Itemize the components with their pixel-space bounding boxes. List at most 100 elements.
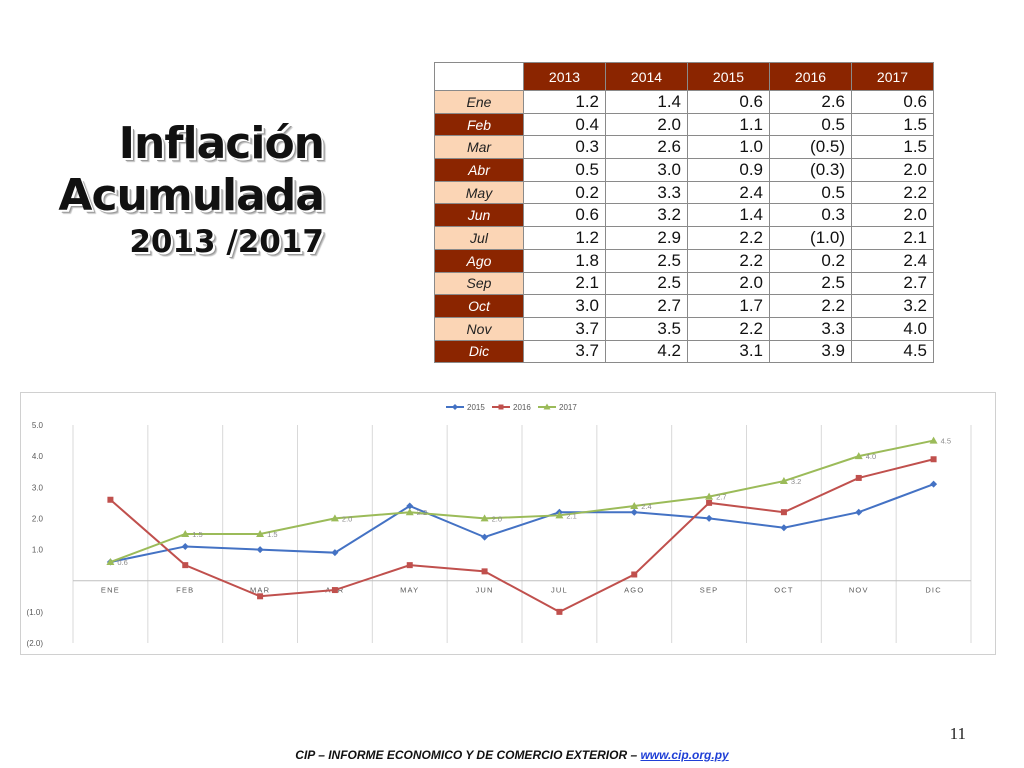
data-point — [706, 499, 713, 506]
value-cell: 2.4 — [851, 248, 934, 273]
data-point — [630, 508, 638, 516]
month-cell: Jun — [434, 203, 524, 228]
value-cell: 0.3 — [769, 203, 852, 228]
value-cell: 2.2 — [687, 248, 770, 273]
footer-link[interactable]: www.cip.org.py — [640, 748, 729, 762]
value-cell: 2.4 — [687, 180, 770, 205]
month-cell: Feb — [434, 112, 524, 137]
month-cell: Ago — [434, 248, 524, 273]
x-tick-label: SEP — [700, 586, 719, 595]
data-point — [855, 508, 863, 516]
value-cell: 0.3 — [523, 135, 606, 160]
series-line-2016 — [109, 458, 934, 613]
year-header: 2014 — [605, 62, 688, 91]
value-cell: 4.5 — [851, 339, 934, 364]
data-point — [480, 514, 489, 522]
value-cell: (0.5) — [769, 135, 852, 160]
y-tick-label: 2.0 — [32, 514, 44, 523]
value-cell: 3.7 — [523, 316, 606, 341]
value-cell: 0.2 — [769, 248, 852, 273]
data-point — [481, 533, 489, 541]
value-cell: 0.5 — [523, 158, 606, 182]
y-tick-label: (2.0) — [27, 639, 44, 648]
value-cell: 0.4 — [523, 112, 606, 137]
value-cell: 2.5 — [769, 271, 852, 296]
title-line-1: Inflación — [118, 118, 325, 169]
month-cell: Ene — [434, 90, 524, 114]
value-cell: 3.7 — [523, 339, 606, 364]
value-cell: 3.9 — [769, 339, 852, 364]
year-header: 2016 — [769, 62, 852, 91]
data-label: 2.4 — [641, 502, 651, 511]
value-cell: 2.0 — [851, 158, 934, 182]
month-cell: May — [434, 180, 524, 205]
title-line-3: 2013 /2017 — [129, 224, 324, 260]
x-tick-label: MAR — [250, 586, 270, 595]
data-point — [930, 480, 938, 488]
data-point — [406, 502, 414, 510]
data-point — [256, 530, 265, 537]
data-point — [182, 562, 189, 569]
data-label: 2.2 — [417, 508, 427, 517]
x-tick-label: MAY — [400, 586, 419, 595]
value-cell: (0.3) — [769, 158, 852, 182]
value-cell: 1.5 — [851, 112, 934, 137]
value-cell: 1.7 — [687, 294, 770, 318]
data-label: 2.0 — [492, 514, 502, 523]
month-cell: Nov — [434, 316, 524, 341]
value-cell: 3.3 — [605, 180, 688, 205]
data-label: 2.7 — [716, 493, 726, 502]
value-cell: 2.0 — [605, 112, 688, 137]
value-cell: 3.5 — [605, 316, 688, 341]
value-cell: 2.6 — [605, 135, 688, 160]
value-cell: 2.2 — [769, 294, 852, 318]
data-label: 2.0 — [342, 514, 352, 523]
data-label: 1.5 — [192, 530, 202, 539]
month-cell: Abr — [434, 158, 524, 182]
value-cell: 0.5 — [769, 112, 852, 137]
table-row: Abr 0.5 3.0 0.9 (0.3) 2.0 — [434, 158, 934, 182]
data-point — [331, 549, 339, 557]
month-cell: Mar — [434, 135, 524, 160]
month-cell: Oct — [434, 294, 524, 318]
y-tick-label: 1.0 — [32, 546, 44, 555]
table-row: Nov 3.7 3.5 2.2 3.3 4.0 — [434, 316, 934, 341]
data-point — [257, 593, 264, 600]
value-cell: 1.0 — [687, 135, 770, 160]
data-point — [106, 558, 115, 566]
data-point — [705, 492, 714, 500]
data-point — [854, 452, 863, 460]
data-point — [181, 542, 189, 550]
legend-marker — [543, 403, 551, 410]
chart-svg: 5.04.03.02.01.0(1.0)(2.0)ENEFEBMARABRMAY… — [27, 403, 972, 648]
value-cell: 2.9 — [605, 226, 688, 250]
table-row: Ene 1.2 1.4 0.6 2.6 0.6 — [434, 90, 934, 114]
value-cell: 3.0 — [605, 158, 688, 182]
value-cell: 1.2 — [523, 226, 606, 250]
month-cell: Dic — [434, 339, 524, 364]
value-cell: 0.2 — [523, 180, 606, 205]
data-point — [556, 608, 563, 615]
value-cell: 0.6 — [523, 203, 606, 228]
data-label: 3.2 — [791, 477, 801, 486]
inflation-line-chart: 5.04.03.02.01.0(1.0)(2.0)ENEFEBMARABRMAY… — [20, 392, 996, 655]
legend-label: 2015 — [467, 403, 485, 412]
x-tick-label: JUL — [551, 586, 568, 595]
series-line-2015 — [110, 483, 934, 564]
table-row: Dic 3.7 4.2 3.1 3.9 4.5 — [434, 339, 934, 364]
value-cell: 3.0 — [523, 294, 606, 318]
page-number: 11 — [949, 724, 966, 743]
data-point — [780, 509, 787, 516]
value-cell: 2.0 — [687, 271, 770, 296]
value-cell: 3.1 — [687, 339, 770, 364]
x-tick-label: AGO — [624, 586, 644, 595]
data-point — [481, 568, 488, 575]
title-line-2: Acumulada — [58, 170, 325, 221]
footer: CIP – INFORME ECONOMICO Y DE COMERCIO EX… — [0, 748, 1024, 762]
table-row: Mar 0.3 2.6 1.0 (0.5) 1.5 — [434, 135, 934, 160]
value-cell: 2.1 — [523, 271, 606, 296]
value-cell: 1.4 — [605, 90, 688, 114]
value-cell: 2.2 — [851, 180, 934, 205]
value-cell: 1.8 — [523, 248, 606, 273]
value-cell: 2.5 — [605, 248, 688, 273]
